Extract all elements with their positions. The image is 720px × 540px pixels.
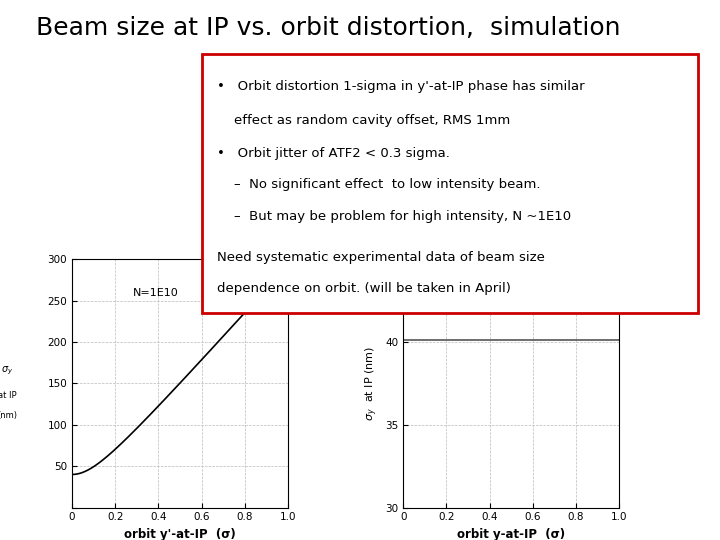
Text: •   Orbit distortion 1-sigma in y'-at-IP phase has similar: • Orbit distortion 1-sigma in y'-at-IP p… <box>217 80 584 93</box>
FancyBboxPatch shape <box>202 54 698 313</box>
Text: –  But may be problem for high intensity, N ~1E10: – But may be problem for high intensity,… <box>217 210 571 222</box>
Text: effect as random cavity offset, RMS 1mm: effect as random cavity offset, RMS 1mm <box>217 113 510 126</box>
Text: at IP: at IP <box>0 392 17 400</box>
X-axis label: orbit y-at-IP  (σ): orbit y-at-IP (σ) <box>457 528 565 540</box>
Text: N=1E10: N=1E10 <box>132 288 179 299</box>
X-axis label: orbit y'-at-IP  (σ): orbit y'-at-IP (σ) <box>124 528 236 540</box>
Text: Beam size at IP vs. orbit distortion,  simulation: Beam size at IP vs. orbit distortion, si… <box>36 16 621 40</box>
Text: (nm): (nm) <box>0 411 17 420</box>
Text: $\sigma_y$: $\sigma_y$ <box>1 365 14 377</box>
Text: •   Orbit jitter of ATF2 < 0.3 sigma.: • Orbit jitter of ATF2 < 0.3 sigma. <box>217 147 449 160</box>
Y-axis label: $\sigma_y$  at IP (nm): $\sigma_y$ at IP (nm) <box>363 346 379 421</box>
Text: –  No significant effect  to low intensity beam.: – No significant effect to low intensity… <box>217 178 540 191</box>
Text: dependence on orbit. (will be taken in April): dependence on orbit. (will be taken in A… <box>217 282 510 295</box>
Text: Need systematic experimental data of beam size: Need systematic experimental data of bea… <box>217 251 544 264</box>
